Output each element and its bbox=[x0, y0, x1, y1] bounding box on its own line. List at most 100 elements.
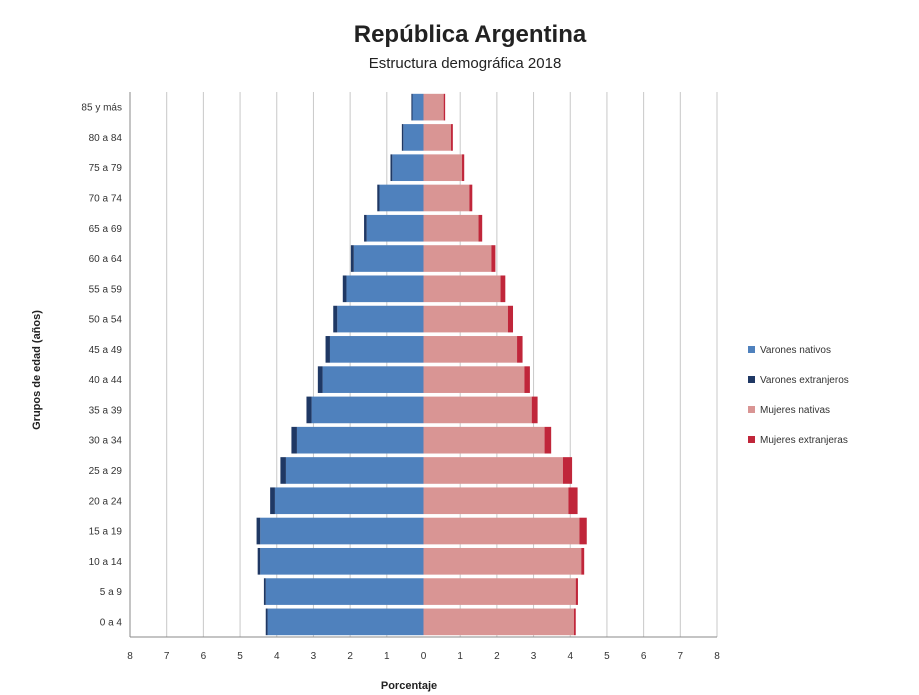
bar-mujeres-nativas bbox=[423, 578, 576, 605]
y-tick-label: 25 a 29 bbox=[89, 466, 123, 477]
legend: Varones nativos Varones extranjeros Mujere… bbox=[748, 345, 849, 446]
bar-varones-nativos bbox=[274, 487, 424, 515]
bar-mujeres-extranjeras bbox=[531, 396, 538, 424]
y-tick-label: 30 a 34 bbox=[89, 436, 123, 447]
bar-mujeres-extranjeras bbox=[443, 93, 446, 121]
bar-varones-extranjeros bbox=[342, 275, 347, 303]
legend-swatch bbox=[748, 406, 755, 413]
y-tick-label: 85 y más bbox=[81, 103, 122, 114]
bar-mujeres-nativas bbox=[423, 487, 569, 515]
bar-varones-extranjeros bbox=[257, 547, 261, 575]
legend-entry: Mujeres extranjeras bbox=[760, 435, 848, 446]
bar-mujeres-extranjeras bbox=[573, 608, 576, 636]
bar-mujeres-nativas bbox=[423, 608, 574, 636]
bar-varones-extranjeros bbox=[256, 517, 261, 545]
bar-varones-extranjeros bbox=[291, 426, 297, 454]
y-tick-label: 45 a 49 bbox=[89, 345, 123, 356]
bar-varones-nativos bbox=[311, 396, 424, 424]
bar-varones-extranjeros bbox=[280, 457, 286, 484]
x-tick-label: 3 bbox=[311, 651, 317, 662]
bar-mujeres-extranjeras bbox=[581, 547, 585, 575]
bar-varones-extranjeros bbox=[411, 93, 413, 121]
chart-subtitle: Estructura demográfica 2018 bbox=[369, 55, 562, 72]
legend-swatch bbox=[748, 436, 755, 443]
legend-entry: Mujeres nativas bbox=[760, 405, 830, 416]
bar-varones-extranjeros bbox=[333, 305, 338, 333]
bar-mujeres-extranjeras bbox=[524, 366, 530, 393]
bar-mujeres-extranjeras bbox=[500, 275, 506, 303]
x-tick-label: 6 bbox=[641, 651, 647, 662]
y-tick-label: 60 a 64 bbox=[89, 254, 123, 265]
x-tick-label: 2 bbox=[494, 651, 500, 662]
bar-mujeres-extranjeras bbox=[544, 426, 552, 454]
bar-mujeres-extranjeras bbox=[469, 184, 473, 212]
bar-varones-extranjeros bbox=[401, 124, 404, 151]
grid-lines bbox=[129, 92, 718, 637]
bar-varones-nativos bbox=[260, 517, 424, 545]
bar-mujeres-nativas bbox=[423, 305, 508, 333]
x-tick-label: 2 bbox=[347, 651, 353, 662]
x-tick-label: 5 bbox=[237, 651, 243, 662]
legend-swatch bbox=[748, 346, 755, 353]
y-tick-label: 75 a 79 bbox=[89, 163, 123, 174]
bar-varones-nativos bbox=[337, 305, 424, 333]
bar-mujeres-nativas bbox=[423, 124, 452, 151]
legend-entry: Varones nativos bbox=[760, 345, 831, 356]
x-tick-label: 1 bbox=[457, 651, 463, 662]
bar-varones-nativos bbox=[296, 426, 424, 454]
bar-varones-nativos bbox=[285, 457, 424, 484]
bar-varones-extranjeros bbox=[263, 578, 266, 605]
y-tick-label: 0 a 4 bbox=[100, 617, 123, 628]
axes-group bbox=[129, 92, 717, 638]
y-tick-label: 65 a 69 bbox=[89, 224, 123, 235]
x-tick-labels: 8 7 6 5 4 3 2 1 0 1 2 3 4 5 6 7 8 bbox=[127, 651, 720, 662]
bar-varones-extranjeros bbox=[270, 487, 275, 515]
y-tick-labels: 0 a 4 5 a 9 10 a 14 15 a 19 20 a 24 25 a 29 30… bbox=[81, 103, 122, 629]
bar-mujeres-nativas bbox=[423, 517, 580, 545]
bar-varones-extranjeros bbox=[306, 396, 312, 424]
bar-mujeres-extranjeras bbox=[579, 517, 587, 545]
y-tick-label: 55 a 59 bbox=[89, 284, 123, 295]
bar-varones-extranjeros bbox=[325, 336, 330, 363]
bar-mujeres-nativas bbox=[423, 245, 492, 272]
y-tick-label: 5 a 9 bbox=[100, 587, 123, 598]
bar-mujeres-nativas bbox=[423, 184, 470, 212]
bar-mujeres-nativas bbox=[423, 396, 532, 424]
bar-varones-nativos bbox=[366, 214, 424, 242]
bar-mujeres-nativas bbox=[423, 366, 525, 393]
bar-mujeres-nativas bbox=[423, 457, 563, 484]
bar-mujeres-nativas bbox=[423, 547, 582, 575]
bar-varones-nativos bbox=[379, 184, 424, 212]
x-tick-label: 3 bbox=[531, 651, 537, 662]
bar-mujeres-nativas bbox=[423, 93, 444, 121]
y-tick-label: 40 a 44 bbox=[89, 375, 123, 386]
x-tick-label: 4 bbox=[567, 651, 573, 662]
bar-mujeres-nativas bbox=[423, 336, 518, 363]
y-tick-label: 20 a 24 bbox=[89, 496, 123, 507]
chart-title: República Argentina bbox=[354, 21, 587, 48]
bar-varones-nativos bbox=[403, 124, 424, 151]
y-tick-label: 35 a 39 bbox=[89, 405, 123, 416]
x-tick-label: 5 bbox=[604, 651, 610, 662]
bar-mujeres-extranjeras bbox=[575, 578, 578, 605]
bar-varones-nativos bbox=[353, 245, 424, 272]
bar-mujeres-nativas bbox=[423, 214, 479, 242]
bar-varones-nativos bbox=[346, 275, 424, 303]
y-tick-label: 15 a 19 bbox=[89, 527, 123, 538]
bar-mujeres-extranjeras bbox=[568, 487, 578, 515]
bar-mujeres-nativas bbox=[423, 426, 545, 454]
bar-varones-extranjeros bbox=[377, 184, 380, 212]
bar-varones-extranjeros bbox=[364, 214, 367, 242]
x-tick-label: 8 bbox=[714, 651, 720, 662]
bar-varones-nativos bbox=[260, 547, 424, 575]
bar-varones-nativos bbox=[392, 154, 424, 182]
x-tick-label: 0 bbox=[421, 651, 427, 662]
bar-varones-extranjeros bbox=[350, 245, 354, 272]
bar-mujeres-extranjeras bbox=[507, 305, 514, 333]
bar-mujeres-extranjeras bbox=[517, 336, 523, 363]
x-tick-label: 6 bbox=[201, 651, 207, 662]
y-tick-label: 50 a 54 bbox=[89, 315, 123, 326]
x-axis-label: Porcentaje bbox=[381, 680, 437, 692]
x-tick-label: 4 bbox=[274, 651, 280, 662]
